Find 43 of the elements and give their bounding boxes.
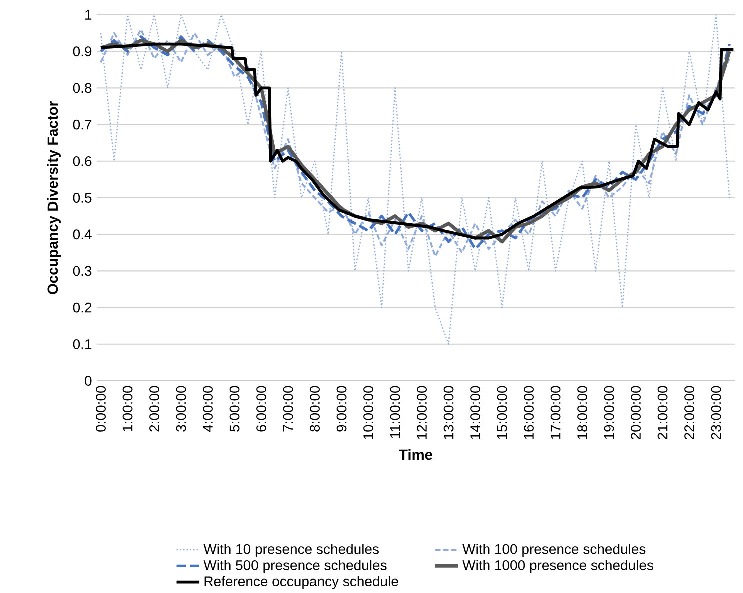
legend-label: With 1000 presence schedules <box>462 560 654 574</box>
x-tick-label: 2:00:00 <box>150 386 160 432</box>
x-tick-label: 3:00:00 <box>176 386 186 432</box>
x-tick-label: 5:00:00 <box>230 386 240 432</box>
x-tick-label: 15:00:00 <box>497 386 508 440</box>
legend-label: With 500 presence schedules <box>204 560 387 574</box>
y-tick-label: 1 <box>86 10 92 20</box>
x-tick-label: 1:00:00 <box>122 386 133 432</box>
legend-label: Reference occupancy schedule <box>204 576 398 590</box>
legend-label: With 100 presence schedules <box>462 544 646 558</box>
y-tick-label: 0.6 <box>73 156 92 166</box>
x-tick-label: 23:00:00 <box>711 386 722 440</box>
y-tick-label: 0.9 <box>73 46 92 57</box>
y-tick-label: 0 <box>85 376 92 386</box>
x-tick-label: 13:00:00 <box>444 386 454 440</box>
x-tick-label: 14:00:00 <box>470 386 480 440</box>
y-tick-label: 0.3 <box>73 266 92 276</box>
y-tick-label: 0.5 <box>73 193 92 203</box>
x-tick-label: 21:00:00 <box>658 386 668 440</box>
x-tick-label: 12:00:00 <box>417 386 427 440</box>
x-tick-label: 17:00:00 <box>550 386 561 440</box>
x-tick-label: 10:00:00 <box>364 386 374 440</box>
x-tick-label: 22:00:00 <box>684 386 694 440</box>
x-tick-label: 4:00:00 <box>203 386 213 432</box>
line-series <box>100 15 730 345</box>
x-tick-label: 11:00:00 <box>390 386 400 438</box>
y-tick-label: 0.8 <box>73 83 92 94</box>
legend-label: With 10 presence schedules <box>204 544 379 558</box>
x-axis-title: Time <box>399 449 432 460</box>
y-tick-label: 0.1 <box>73 339 92 350</box>
x-tick-label: 19:00:00 <box>604 386 614 440</box>
y-tick-label: 0.2 <box>73 302 92 313</box>
x-tick-label: 6:00:00 <box>256 386 266 432</box>
x-tick-label: 0:00:00 <box>96 386 106 432</box>
y-tick-label: 0.4 <box>73 230 92 240</box>
y-axis-title: Occupancy Diversity Factor <box>47 101 61 294</box>
y-tick-label: 0.7 <box>73 120 92 130</box>
x-tick-label: 8:00:00 <box>310 386 320 432</box>
x-tick-label: 18:00:00 <box>578 386 588 440</box>
x-tick-label: 9:00:00 <box>336 386 347 432</box>
x-tick-label: 7:00:00 <box>283 386 294 432</box>
x-tick-label: 20:00:00 <box>631 386 641 440</box>
x-tick-label: 16:00:00 <box>524 386 534 440</box>
